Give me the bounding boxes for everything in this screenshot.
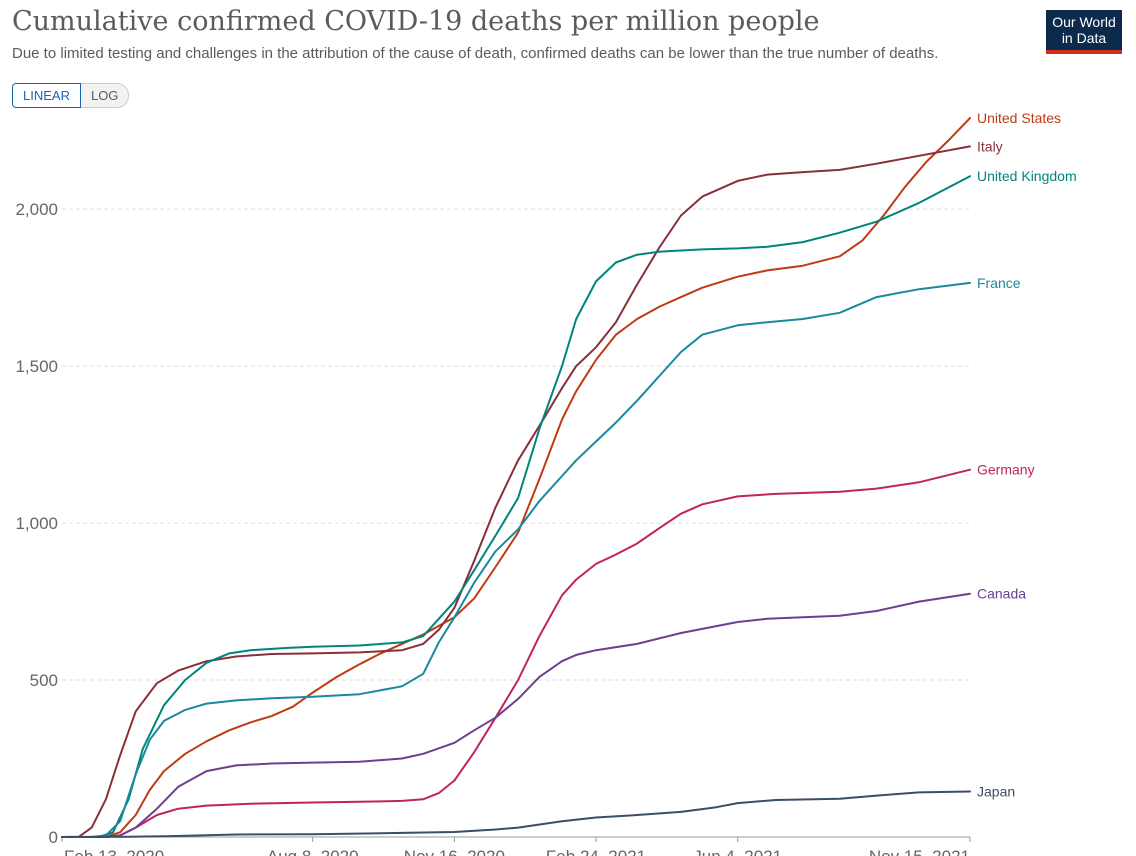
series-layer bbox=[61, 117, 971, 838]
logo-line-1: Our World bbox=[1052, 14, 1116, 30]
axis-layer: 0 500 1,000 1,500 2,000 Feb 13, 2020 Aug 8, 20… bbox=[15, 200, 971, 856]
grid-layer bbox=[62, 208, 970, 681]
series-line bbox=[61, 790, 971, 838]
series-label: United States bbox=[977, 110, 1061, 126]
owid-logo[interactable]: Our World in Data bbox=[1046, 10, 1122, 54]
log-scale-button[interactable]: LOG bbox=[80, 83, 130, 108]
series-line bbox=[61, 175, 971, 838]
series-label: France bbox=[977, 275, 1021, 291]
series-label: Italy bbox=[977, 138, 1003, 154]
x-tick-label: Jun 4, 2021 bbox=[693, 847, 782, 856]
y-tick-label: 2,000 bbox=[15, 200, 58, 219]
x-tick-label: Nov 15, 2021 bbox=[869, 847, 970, 856]
series-line bbox=[61, 281, 971, 838]
logo-line-2: in Data bbox=[1061, 30, 1107, 46]
x-tick-label: Aug 8, 2020 bbox=[267, 847, 359, 856]
chart-subtitle: Due to limited testing and challenges in… bbox=[12, 45, 939, 62]
x-tick-label: Feb 24, 2021 bbox=[546, 847, 646, 856]
series-line bbox=[61, 592, 971, 838]
chart-title: Cumulative confirmed COVID-19 deaths per… bbox=[12, 6, 820, 37]
x-tick-label: Feb 13, 2020 bbox=[64, 847, 164, 856]
series-line bbox=[61, 117, 971, 838]
y-tick-label: 1,000 bbox=[15, 514, 58, 533]
scale-toggle: LINEAR LOG bbox=[12, 83, 130, 108]
series-label: Canada bbox=[977, 586, 1026, 602]
label-layer: United States Italy United Kingdom France Ge… bbox=[977, 110, 1077, 799]
y-tick-label: 1,500 bbox=[15, 357, 58, 376]
x-tick-label: Nov 16, 2020 bbox=[404, 847, 505, 856]
series-label: United Kingdom bbox=[977, 168, 1077, 184]
series-line bbox=[61, 468, 971, 838]
y-tick-label: 500 bbox=[30, 671, 58, 690]
y-tick-label: 0 bbox=[49, 828, 58, 847]
series-label: Germany bbox=[977, 462, 1035, 478]
series-label: Japan bbox=[977, 783, 1015, 799]
series-line bbox=[61, 145, 971, 838]
linear-scale-button[interactable]: LINEAR bbox=[12, 83, 81, 108]
